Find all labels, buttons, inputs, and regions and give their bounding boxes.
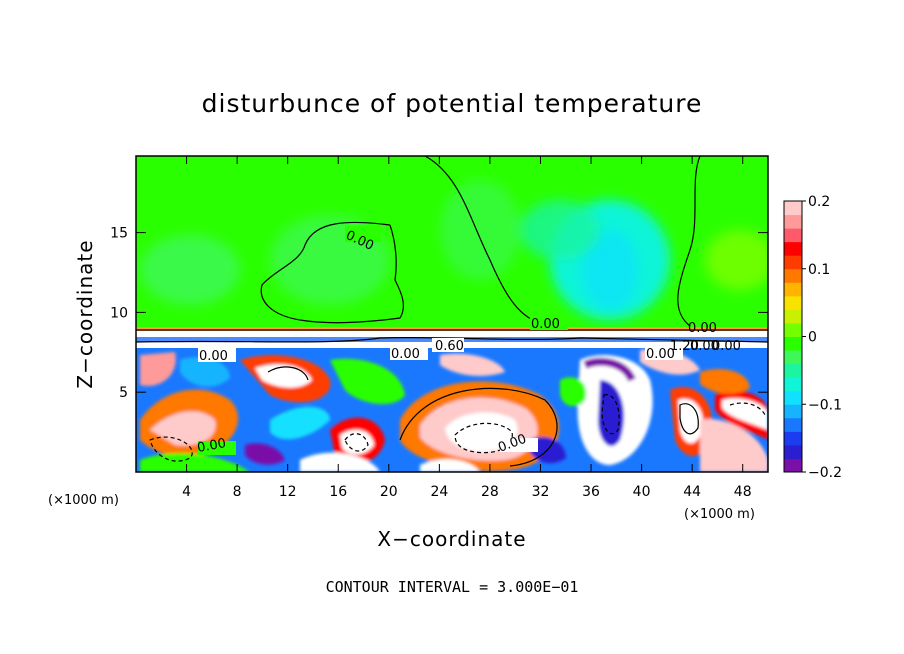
contour-label: 0.00 — [688, 321, 717, 336]
colorbar-swatch — [784, 322, 802, 337]
contour-label: 0.00 — [712, 339, 741, 354]
plot-frame — [135, 155, 769, 473]
x-tick-label: 48 — [734, 484, 752, 500]
colorbar-swatch — [784, 377, 802, 392]
contour-labels: 0.00 0.00 0.00 0.00 0.00 0.60 0.00 0.00 … — [196, 226, 741, 456]
colorbar-tick-label: −0.2 — [808, 465, 842, 481]
contour-label: 0.60 — [435, 339, 464, 354]
colorbar-tick-label: 0 — [808, 330, 817, 346]
contour-label: 0.00 — [690, 339, 719, 354]
colorbar-swatch — [784, 282, 802, 297]
contour-label: 0.00 — [531, 317, 560, 332]
colorbar — [783, 200, 803, 473]
y-tick-label: 5 — [119, 385, 128, 401]
contour-label: 1.20 — [670, 339, 699, 354]
x-axis-title: X−coordinate — [377, 527, 526, 551]
x-tick-label: 44 — [683, 484, 701, 500]
colorbar-swatch — [784, 201, 802, 216]
colorbar-swatch — [784, 228, 802, 243]
colorbar-swatch — [784, 336, 802, 351]
contour-label: 0.00 — [199, 349, 228, 364]
colorbar-swatch — [784, 241, 802, 256]
x-tick-label: 12 — [279, 484, 297, 500]
x-tick-label: 36 — [582, 484, 600, 500]
upper-field-variations — [140, 180, 768, 320]
x-unit-label-right: (×1000 m) — [684, 507, 755, 522]
x-unit-label-left: (×1000 m) — [48, 493, 119, 508]
colorbar-swatch — [784, 417, 802, 432]
colorbar-swatch — [784, 404, 802, 419]
plot-area: 0.00 0.00 0.00 0.00 0.00 0.60 0.00 0.00 … — [136, 156, 768, 472]
colorbar-swatch — [784, 309, 802, 324]
contour-label: 0.00 — [196, 436, 227, 456]
contour-label: 0.00 — [646, 347, 675, 362]
contour-label: 0.00 — [391, 347, 420, 362]
x-tick-label: 4 — [182, 484, 191, 500]
x-tick-label: 40 — [633, 484, 651, 500]
colorbar-swatch — [784, 390, 802, 405]
y-axis-ticks: 5 10 15 — [110, 226, 768, 401]
colorbar-swatch — [784, 444, 802, 459]
contour-lines — [136, 156, 768, 467]
x-tick-label: 20 — [380, 484, 398, 500]
colorbar-tick-label: 0.1 — [808, 262, 830, 278]
colorbar-swatch — [784, 214, 802, 229]
x-tick-label: 28 — [481, 484, 499, 500]
x-tick-label: 24 — [430, 484, 448, 500]
colorbar-swatch — [784, 295, 802, 310]
colorbar-swatch — [784, 350, 802, 365]
colorbar-tick-label: 0.2 — [808, 194, 830, 210]
y-tick-label: 15 — [110, 226, 128, 242]
colorbar-swatch — [784, 363, 802, 378]
colorbar-swatch — [784, 268, 802, 283]
colorbar-swatch — [784, 431, 802, 446]
y-tick-label: 10 — [110, 305, 128, 321]
x-tick-label: 16 — [329, 484, 347, 500]
x-axis-ticks: 4 8 12 16 20 24 28 32 36 40 44 48 — [182, 156, 752, 500]
x-tick-label: 8 — [233, 484, 242, 500]
colorbar-ticks: 0.2 0.1 0 −0.1 −0.2 — [802, 194, 842, 481]
colorbar-tick-label: −0.1 — [808, 397, 842, 413]
colorbar-swatch — [784, 458, 802, 473]
colorbar-swatch — [784, 255, 802, 270]
x-tick-label: 32 — [532, 484, 550, 500]
contour-interval-note: CONTOUR INTERVAL = 3.000E−01 — [326, 578, 579, 596]
chart-title: disturbunce of potential temperature — [202, 89, 703, 118]
y-axis-title: Z−coordinate — [73, 239, 97, 388]
